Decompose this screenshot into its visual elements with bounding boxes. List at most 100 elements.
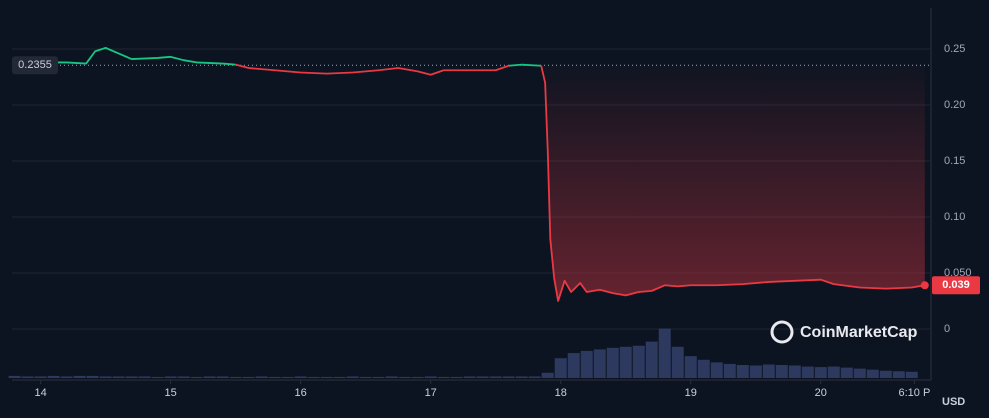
volume-bar (853, 368, 866, 378)
volume-bar (437, 376, 450, 378)
volume-bar (775, 365, 788, 378)
volume-bar (21, 376, 34, 378)
volume-bar (112, 376, 125, 378)
volume-bar (450, 376, 463, 378)
volume-bar (86, 375, 99, 378)
x-tick-label: 20 (815, 387, 827, 399)
volume-bar (463, 376, 476, 378)
y-tick-label: 0.25 (944, 43, 965, 55)
volume-bar (645, 341, 658, 378)
volume-bar (541, 372, 554, 378)
volume-bar (411, 376, 424, 378)
price-badge-label: 0.039 (942, 279, 970, 291)
last-point (920, 281, 929, 290)
x-tick-label: 16 (295, 387, 307, 399)
volume-bar (203, 376, 216, 378)
x-tick-label: 6:10 P (898, 387, 930, 399)
volume-bar (229, 376, 242, 378)
volume-bar (8, 375, 21, 378)
volume-bar (138, 376, 151, 378)
x-tick-label: 18 (555, 387, 567, 399)
volume-bar (658, 328, 671, 378)
volume-bar (190, 376, 203, 378)
volume-bar (567, 353, 580, 378)
x-tick-label: 14 (34, 387, 46, 399)
volume-bar (476, 376, 489, 378)
volume-bar (151, 376, 164, 378)
volume-bar (905, 371, 918, 378)
volume-bar (372, 376, 385, 378)
y-tick-label: 0 (944, 323, 950, 335)
volume-bar (619, 346, 632, 378)
y-tick-label: 0.050 (944, 267, 972, 279)
area-fill (541, 65, 925, 301)
volume-bar (671, 346, 684, 378)
price-badge (932, 276, 980, 295)
volume-bar (593, 349, 606, 378)
volume-bar (749, 365, 762, 378)
price-line (235, 63, 510, 76)
volume-bar (723, 363, 736, 378)
y-tick-label: 0.10 (944, 211, 965, 223)
volume-bar (242, 376, 255, 378)
volume-bar (125, 376, 138, 378)
x-tick-label: 19 (685, 387, 697, 399)
watermark-logo (770, 320, 794, 344)
volume-bar (801, 366, 814, 378)
volume-bar (528, 376, 541, 378)
x-tick-label: 17 (425, 387, 437, 399)
volume-bar (684, 356, 697, 378)
volume-bar (879, 370, 892, 378)
currency-label: USD (942, 396, 965, 408)
volume-bar (346, 376, 359, 378)
volume-bar (840, 367, 853, 378)
volume-bar (632, 345, 645, 378)
volume-bar (294, 376, 307, 378)
volume-bar (177, 376, 190, 378)
y-tick-label: 0.20 (944, 99, 965, 111)
volume-bar (60, 376, 73, 378)
volume-bar (814, 367, 827, 378)
volume-bar (489, 376, 502, 378)
volume-bar (385, 376, 398, 378)
volume-bar (710, 362, 723, 378)
volume-bar (320, 376, 333, 378)
volume-bar (762, 364, 775, 378)
volume-bar (424, 376, 437, 378)
volume-bar (73, 375, 86, 378)
volume-bar (502, 376, 515, 378)
volume-bar (164, 376, 177, 378)
volume-bar (268, 376, 281, 378)
price-line (12, 46, 236, 66)
watermark-text: CoinMarketCap (800, 324, 918, 341)
volume-bar (827, 366, 840, 378)
x-tick-label: 15 (165, 387, 177, 399)
volume-bar (333, 376, 346, 378)
volume-bar (697, 359, 710, 378)
volume-bar (216, 376, 229, 378)
price-line (508, 63, 542, 67)
volume-bar (515, 376, 528, 378)
watermark: CoinMarketCap (770, 320, 918, 344)
volume-bar (281, 376, 294, 378)
volume-bar (398, 376, 411, 378)
volume-bar (580, 350, 593, 378)
y-tick-label: 0.15 (944, 155, 965, 167)
volume-bar (255, 376, 268, 378)
volume-bar (892, 371, 905, 378)
volume-bar (34, 376, 47, 378)
volume-bar (554, 358, 567, 378)
baseline-label: 0.2355 (18, 59, 52, 71)
volume-bar (866, 369, 879, 378)
volume-bar (788, 365, 801, 378)
volume-bar (307, 376, 320, 378)
volume-bar (359, 376, 372, 378)
volume-bar (736, 365, 749, 378)
volume-bar (47, 375, 60, 378)
price-line (540, 65, 925, 302)
volume-bar (606, 347, 619, 378)
baseline-label-bg (12, 56, 58, 75)
volume-bar (99, 376, 112, 378)
